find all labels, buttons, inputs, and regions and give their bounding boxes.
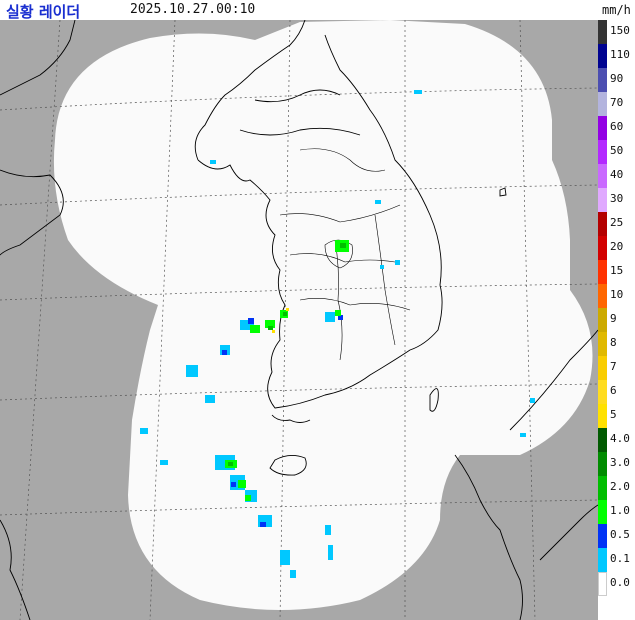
legend-label: 7 [610, 360, 617, 373]
legend-label: 40 [610, 168, 624, 181]
legend-swatch [598, 572, 607, 596]
legend-swatch [598, 452, 607, 476]
precipitation-legend: 150 110 90 70 60 50 40 30 25 20 15 10 9 8 7 6 5 4.0 3.0 2.0… [598, 20, 635, 620]
legend-label: 90 [610, 72, 624, 85]
legend-swatch [598, 140, 607, 164]
legend-item: 0.5 [598, 524, 635, 548]
legend-swatch [598, 356, 607, 380]
legend-label: 15 [610, 264, 624, 277]
legend-swatch [598, 20, 607, 44]
legend-swatch [598, 476, 607, 500]
legend-item: 25 [598, 212, 635, 236]
legend-item: 3.0 [598, 452, 635, 476]
legend-item: 40 [598, 164, 635, 188]
legend-swatch [598, 332, 607, 356]
legend-swatch [598, 260, 607, 284]
legend-item: 90 [598, 68, 635, 92]
radar-coverage-area [53, 20, 593, 610]
legend-item: 5 [598, 404, 635, 428]
legend-swatch [598, 548, 607, 572]
legend-label: 30 [610, 192, 624, 205]
legend-swatch [598, 524, 607, 548]
legend-swatch [598, 500, 607, 524]
legend-item: 4.0 [598, 428, 635, 452]
radar-map[interactable] [0, 20, 598, 620]
legend-item: 20 [598, 236, 635, 260]
legend-item: 0.0 [598, 572, 635, 596]
legend-swatch [598, 44, 607, 68]
legend-item: 1.0 [598, 500, 635, 524]
legend-label: 1.0 [610, 504, 630, 517]
legend-swatch [598, 68, 607, 92]
legend-label: 70 [610, 96, 624, 109]
legend-label: 60 [610, 120, 624, 133]
legend-item: 15 [598, 260, 635, 284]
legend-item: 110 [598, 44, 635, 68]
legend-item: 60 [598, 116, 635, 140]
legend-label: 3.0 [610, 456, 630, 469]
lat-lon-grid [0, 20, 598, 620]
legend-swatch [598, 404, 607, 428]
legend-label: 0.1 [610, 552, 630, 565]
precipitation-echoes [140, 90, 535, 578]
legend-item: 30 [598, 188, 635, 212]
unit-label: mm/h [602, 3, 631, 17]
legend-label: 4.0 [610, 432, 630, 445]
page-title: 실황 레이더 [6, 3, 81, 21]
legend-swatch [598, 284, 607, 308]
legend-item: 7 [598, 356, 635, 380]
legend-item: 6 [598, 380, 635, 404]
legend-label: 0.5 [610, 528, 630, 541]
legend-label: 150 [610, 24, 630, 37]
legend-swatch [598, 308, 607, 332]
legend-label: 20 [610, 240, 624, 253]
legend-swatch [598, 116, 607, 140]
legend-item: 0.1 [598, 548, 635, 572]
legend-label: 50 [610, 144, 624, 157]
legend-swatch [598, 92, 607, 116]
legend-item: 70 [598, 92, 635, 116]
map-svg [0, 20, 598, 620]
legend-item: 8 [598, 332, 635, 356]
legend-label: 5 [610, 408, 617, 421]
legend-item: 50 [598, 140, 635, 164]
legend-label: 8 [610, 336, 617, 349]
legend-swatch [598, 188, 607, 212]
coastlines [0, 20, 598, 620]
legend-label: 9 [610, 312, 617, 325]
legend-swatch [598, 212, 607, 236]
legend-item: 150 [598, 20, 635, 44]
legend-swatch [598, 428, 607, 452]
legend-label: 10 [610, 288, 624, 301]
header-bar: 실황 레이더 2025.10.27.00:10 mm/h [0, 0, 635, 21]
legend-swatch [598, 164, 607, 188]
legend-item: 2.0 [598, 476, 635, 500]
legend-label: 110 [610, 48, 630, 61]
legend-item: 10 [598, 284, 635, 308]
province-boundaries [279, 148, 411, 361]
legend-swatch [598, 380, 607, 404]
legend-swatch [598, 236, 607, 260]
legend-label: 0.0 [610, 576, 630, 589]
timestamp: 2025.10.27.00:10 [130, 2, 256, 17]
legend-label: 25 [610, 216, 624, 229]
legend-label: 6 [610, 384, 617, 397]
legend-label: 2.0 [610, 480, 630, 493]
legend-item: 9 [598, 308, 635, 332]
